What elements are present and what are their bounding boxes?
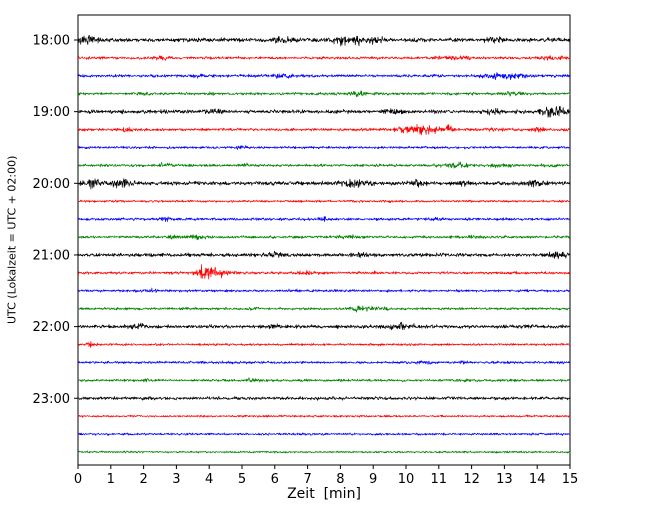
- seismic-trace-22:45: [77, 377, 571, 383]
- seismic-trace-18:00: [77, 35, 571, 47]
- y-tick-label: 18:00: [33, 34, 70, 49]
- x-tick-label: 14: [529, 472, 546, 487]
- seismic-trace-23:30: [77, 432, 571, 436]
- x-tick-label: 9: [369, 472, 377, 487]
- y-tick-label: 19:00: [33, 105, 70, 120]
- seismic-trace-20:30: [77, 216, 571, 222]
- seismic-trace-23:15: [77, 414, 571, 418]
- seismic-trace-18:30: [77, 72, 571, 81]
- x-tick-label: 1: [107, 472, 115, 487]
- x-axis-label: Zeit [min]: [287, 486, 361, 502]
- x-tick-label: 4: [205, 472, 213, 487]
- seismic-trace-22:30: [77, 360, 571, 365]
- seismic-trace-21:30: [77, 287, 571, 293]
- seismic-trace-21:00: [77, 250, 571, 260]
- x-tick-label: 3: [172, 472, 180, 487]
- seismic-trace-23:45: [77, 450, 571, 454]
- y-tick-label: 23:00: [33, 392, 70, 407]
- seismic-trace-20:15: [77, 199, 571, 204]
- x-tick-label: 10: [398, 472, 415, 487]
- seismic-trace-18:45: [77, 90, 571, 98]
- x-tick-label: 8: [336, 472, 344, 487]
- x-tick-label: 5: [238, 472, 246, 487]
- seismic-trace-22:15: [77, 341, 571, 348]
- seismic-trace-19:30: [77, 145, 571, 150]
- plot-frame: [77, 14, 571, 466]
- x-tick-label: 7: [303, 472, 311, 487]
- seismic-trace-18:15: [77, 55, 571, 61]
- x-tick-label: 2: [139, 472, 147, 487]
- seismic-trace-19:15: [77, 123, 571, 136]
- x-tick-label: 6: [271, 472, 279, 487]
- x-tick-label: 11: [431, 472, 448, 487]
- y-tick-label: 20:00: [33, 177, 70, 192]
- x-tick-label: 13: [496, 472, 513, 487]
- seismic-trace-22:00: [77, 321, 571, 331]
- x-tick-label: 15: [562, 472, 579, 487]
- y-tick-label: 21:00: [33, 248, 70, 263]
- seismic-trace-20:00: [77, 178, 571, 190]
- y-axis-label: UTC (Lokalzeit = UTC + 02:00): [5, 155, 19, 325]
- seismic-trace-19:00: [77, 105, 571, 118]
- seismic-trace-20:45: [77, 234, 571, 240]
- x-tick-label: 12: [463, 472, 480, 487]
- y-tick-label: 22:00: [33, 320, 70, 335]
- seismic-trace-19:45: [77, 161, 571, 169]
- seismic-trace-21:45: [77, 305, 571, 313]
- x-tick-label: 0: [74, 472, 82, 487]
- seismic-trace-21:15: [77, 264, 571, 280]
- seismic-trace-23:00: [77, 395, 571, 401]
